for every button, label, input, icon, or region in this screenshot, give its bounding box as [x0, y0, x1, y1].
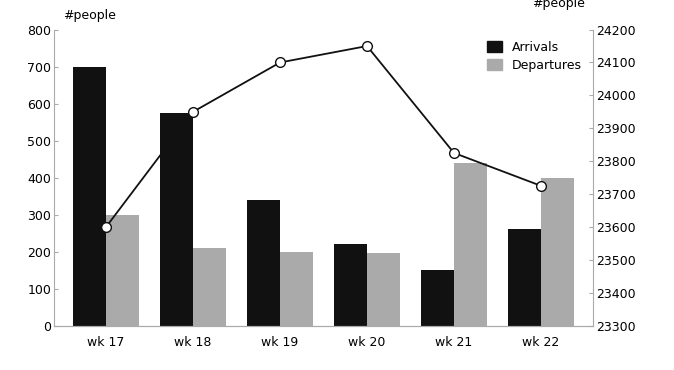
Legend: Arrivals, Departures: Arrivals, Departures — [482, 36, 587, 77]
Bar — [367, 253, 400, 326]
Text: #people: #people — [532, 0, 584, 10]
Bar — [193, 248, 226, 326]
Bar — [421, 270, 454, 326]
Bar — [334, 244, 367, 326]
Text: #people: #people — [63, 9, 115, 22]
Bar — [247, 200, 280, 326]
Bar — [541, 178, 574, 326]
Bar — [106, 215, 139, 326]
Bar — [160, 113, 193, 326]
Bar — [280, 252, 313, 326]
Bar — [454, 163, 487, 326]
Bar — [73, 67, 106, 326]
Bar — [508, 229, 541, 326]
